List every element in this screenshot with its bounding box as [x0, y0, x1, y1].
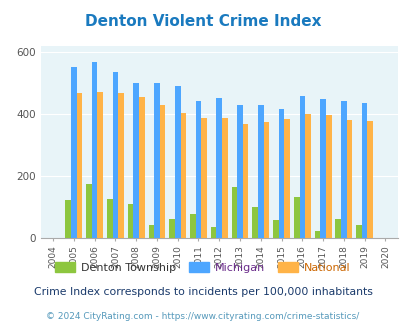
- Bar: [340, 101, 346, 238]
- Bar: [148, 225, 154, 238]
- Legend: Denton Township, Michigan, National: Denton Township, Michigan, National: [51, 258, 354, 277]
- Bar: [86, 183, 92, 238]
- Bar: [278, 110, 284, 238]
- Bar: [190, 214, 195, 238]
- Bar: [242, 124, 248, 238]
- Bar: [180, 113, 185, 238]
- Bar: [169, 219, 175, 238]
- Bar: [112, 72, 118, 238]
- Bar: [293, 197, 299, 238]
- Bar: [314, 231, 320, 238]
- Text: Denton Violent Crime Index: Denton Violent Crime Index: [85, 14, 320, 29]
- Bar: [320, 99, 325, 238]
- Bar: [305, 114, 310, 238]
- Bar: [65, 200, 71, 238]
- Bar: [201, 118, 207, 238]
- Bar: [237, 105, 242, 238]
- Bar: [361, 103, 367, 238]
- Bar: [222, 118, 227, 238]
- Bar: [195, 101, 201, 238]
- Bar: [97, 92, 103, 238]
- Bar: [154, 83, 159, 238]
- Bar: [107, 199, 112, 238]
- Bar: [231, 187, 237, 238]
- Bar: [284, 119, 289, 238]
- Bar: [252, 207, 257, 238]
- Bar: [335, 219, 340, 238]
- Bar: [367, 120, 372, 238]
- Text: © 2024 CityRating.com - https://www.cityrating.com/crime-statistics/: © 2024 CityRating.com - https://www.city…: [46, 312, 359, 321]
- Bar: [210, 227, 216, 238]
- Bar: [118, 93, 124, 238]
- Bar: [273, 220, 278, 238]
- Bar: [299, 96, 305, 238]
- Bar: [159, 105, 165, 238]
- Bar: [263, 122, 269, 238]
- Bar: [346, 120, 352, 238]
- Bar: [216, 98, 222, 238]
- Bar: [77, 93, 82, 238]
- Bar: [133, 82, 139, 238]
- Bar: [175, 86, 180, 238]
- Bar: [128, 204, 133, 238]
- Text: Crime Index corresponds to incidents per 100,000 inhabitants: Crime Index corresponds to incidents per…: [34, 287, 371, 297]
- Bar: [71, 67, 77, 238]
- Bar: [139, 97, 144, 238]
- Bar: [355, 225, 361, 238]
- Bar: [325, 115, 331, 238]
- Bar: [257, 105, 263, 238]
- Bar: [92, 62, 97, 238]
